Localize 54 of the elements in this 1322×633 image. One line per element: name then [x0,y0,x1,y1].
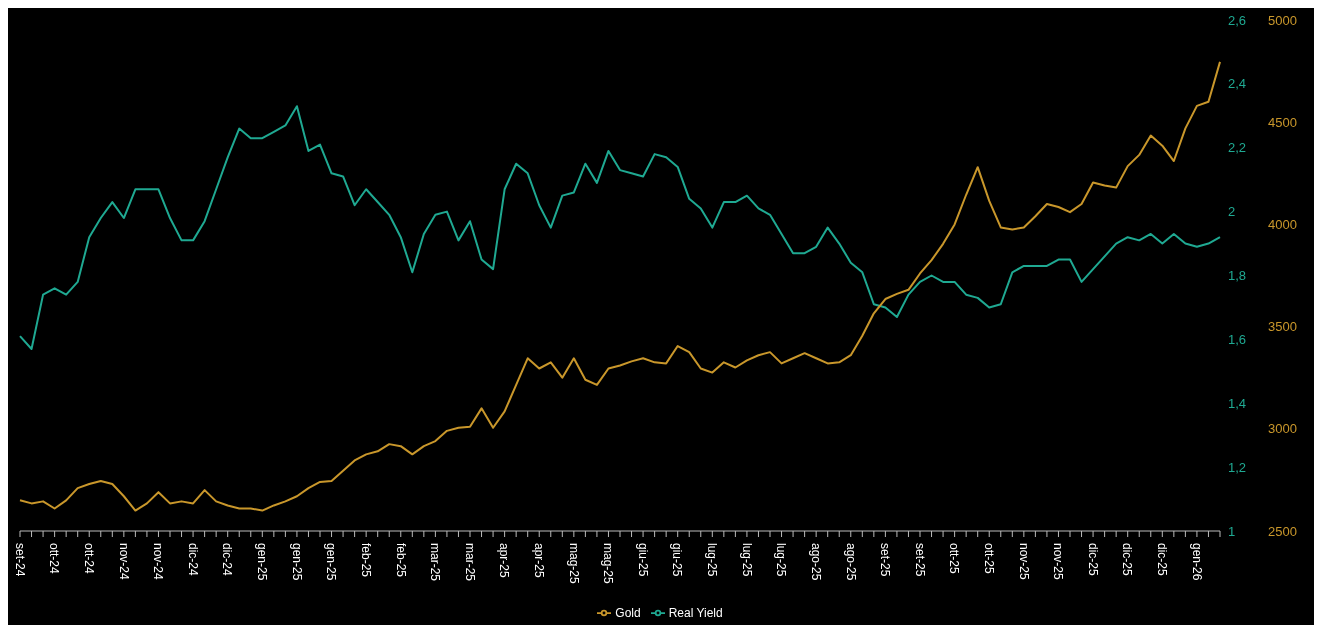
y2-tick-label: 4500 [1268,114,1297,130]
y2-tick-label: 3000 [1268,421,1297,437]
y-tick-label: 1,2 [1228,459,1247,475]
x-tick-label: set-24 [12,543,27,577]
y-tick-label: 1 [1228,523,1236,539]
x-tick-label: gen-25 [324,543,339,581]
x-tick-label: lug-25 [739,543,754,577]
x-tick-label: nov-25 [1051,543,1066,581]
y-tick-label: 1,8 [1228,268,1247,284]
x-tick-label: apr-25 [497,543,512,579]
y-tick-label: 2 [1228,204,1236,220]
x-tick-label: gen-26 [1189,543,1204,581]
x-tick-label: mar-25 [428,543,443,582]
y2-tick-label: 3500 [1268,319,1297,335]
x-tick-label: giu-25 [670,543,685,577]
x-tick-label: feb-25 [393,543,408,578]
x-tick-label: dic-24 [185,543,200,577]
x-tick-label: nov-25 [1016,543,1031,581]
x-tick-label: ott-25 [947,543,962,575]
x-tick-label: mag-25 [601,543,616,585]
x-tick-label: feb-25 [358,543,373,578]
y-tick-label: 1,6 [1228,331,1247,347]
x-tick-label: dic-25 [1085,543,1100,577]
x-tick-label: mar-25 [462,543,477,582]
x-tick-label: lug-25 [774,543,789,577]
x-tick-label: nov-24 [116,543,131,581]
line-series [19,105,1221,350]
y-tick-label: 2,2 [1228,140,1247,156]
x-tick-label: dic-25 [1155,543,1170,577]
x-tick-label: dic-25 [1120,543,1135,577]
x-tick-label: set-25 [878,543,893,577]
x-tick-label: nov-24 [151,543,166,581]
x-tick-label: gen-25 [255,543,270,581]
x-tick-label: mag-25 [566,543,581,585]
line-series [19,60,1221,512]
x-tick-label: ago-25 [843,543,858,581]
y-tick-label: 1,4 [1228,395,1247,411]
x-tick-label: dic-24 [220,543,235,577]
legend-label: Real Yield [668,606,723,620]
x-tick-label: ago-25 [808,543,823,581]
y2-tick-label: 5000 [1268,12,1297,28]
x-tick-label: apr-25 [532,543,547,579]
y2-tick-label: 4000 [1268,217,1297,233]
x-tick-label: gen-25 [289,543,304,581]
y-tick-label: 2,4 [1228,76,1247,92]
x-tick-label: lug-25 [705,543,720,577]
x-tick-label: ott-24 [47,543,62,575]
legend-label: Gold [615,606,641,620]
y2-tick-label: 2500 [1268,523,1297,539]
x-tick-label: ott-25 [982,543,997,575]
x-tick-label: ott-24 [82,543,97,575]
y-tick-label: 2,6 [1228,12,1247,28]
x-tick-label: giu-25 [635,543,650,577]
x-tick-label: set-25 [912,543,927,577]
